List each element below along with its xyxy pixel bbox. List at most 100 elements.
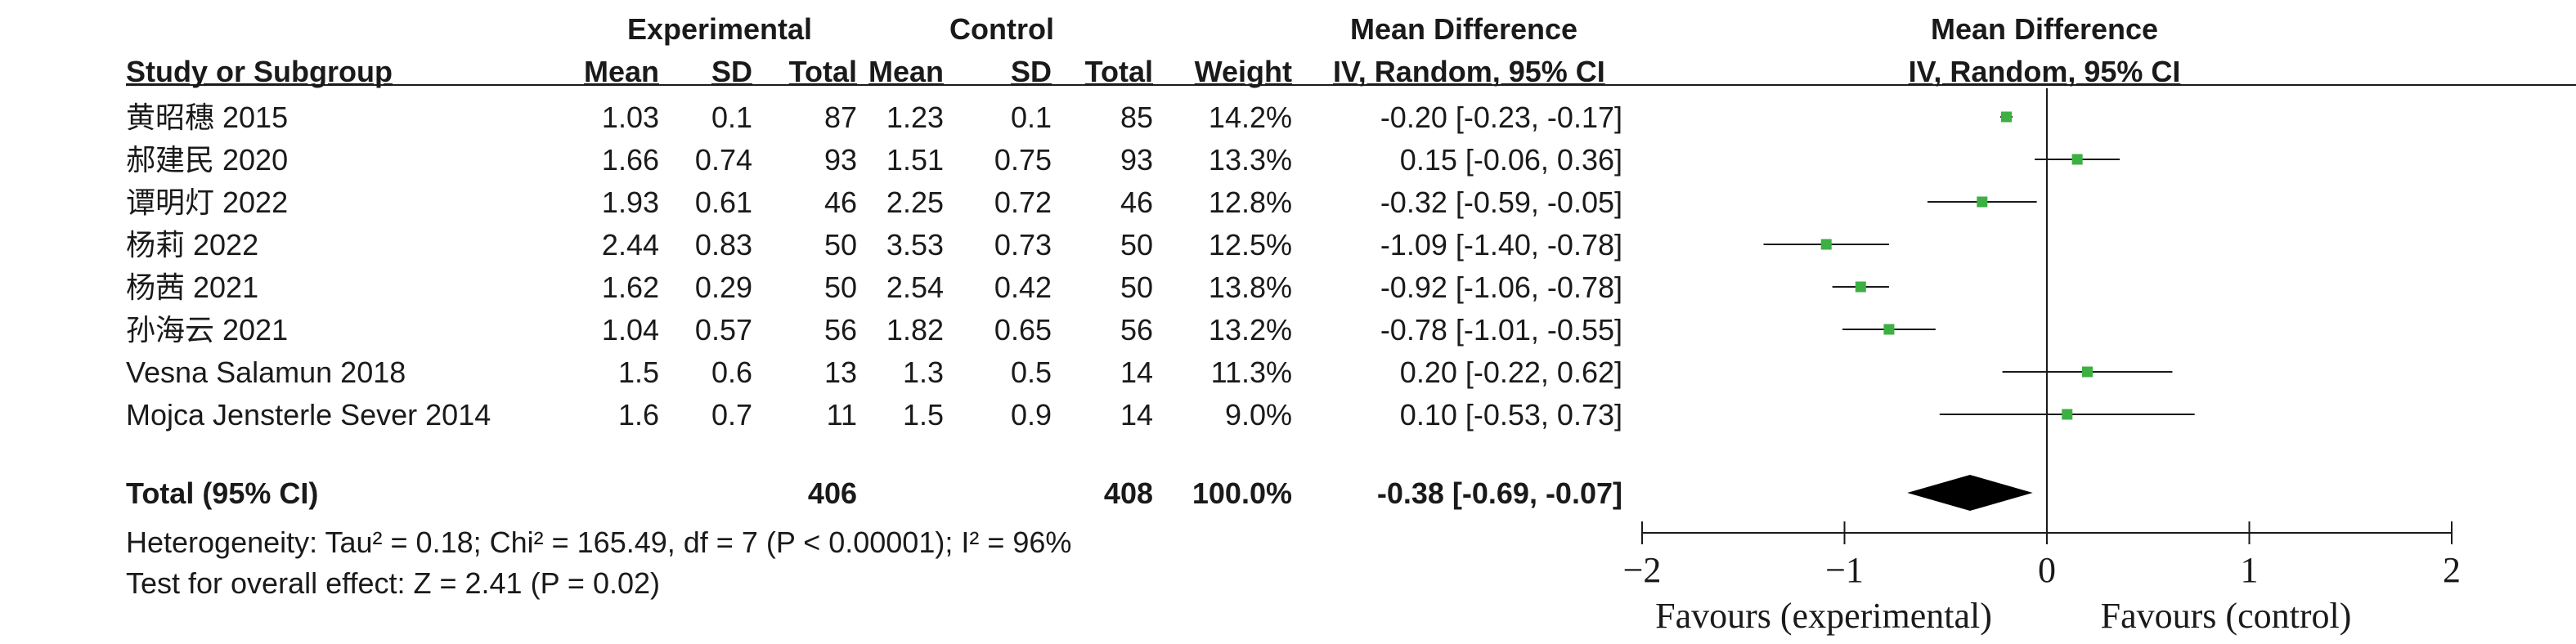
study-name: Mojca Jensterle Sever 2014 <box>126 398 491 432</box>
sd-exp: 0.74 <box>694 143 752 177</box>
mean-exp-header: Mean <box>583 55 659 88</box>
favours-control-label: Favours (control) <box>2101 596 2352 636</box>
effect-ci: -0.92 [-1.06, -0.78] <box>1380 271 1622 304</box>
study-name: Vesna Salamun 2018 <box>126 356 406 389</box>
sd-ctrl: 0.65 <box>994 313 1052 347</box>
weight: 11.3% <box>1210 356 1292 389</box>
mean-ctrl-header: Mean <box>868 55 944 88</box>
mean-ctrl: 2.25 <box>886 186 944 219</box>
sd-ctrl: 0.9 <box>1010 398 1052 432</box>
sd-ctrl: 0.72 <box>994 186 1052 219</box>
total-exp-header: Total <box>788 55 857 88</box>
total-ctrl: 50 <box>1120 228 1153 262</box>
effect-ci: -0.20 [-0.23, -0.17] <box>1380 101 1622 134</box>
total-ctrl-header: Total <box>1084 55 1153 88</box>
mean-exp: 1.93 <box>601 186 659 219</box>
study-column-header: Study or Subgroup <box>126 55 393 88</box>
pooled-diamond <box>1907 475 2033 511</box>
total-exp: 50 <box>824 271 857 304</box>
overall-effect-text: Test for overall effect: Z = 2.41 (P = 0… <box>126 566 661 600</box>
total-exp: 406 <box>807 476 857 510</box>
sd-exp: 0.7 <box>711 398 752 432</box>
sd-ctrl-header: SD <box>1010 55 1052 88</box>
study-name: 杨莉 2022 <box>126 228 259 262</box>
mean-exp: 2.44 <box>601 228 659 262</box>
total-ctrl: 46 <box>1120 186 1153 219</box>
point-marker <box>1977 196 1988 208</box>
total-ctrl: 56 <box>1120 313 1153 347</box>
control-group-header: Control <box>949 12 1054 46</box>
weight: 13.2% <box>1208 313 1292 347</box>
mean-exp: 1.66 <box>601 143 659 177</box>
sd-exp: 0.1 <box>711 101 752 134</box>
favours-experimental-label: Favours (experimental) <box>1655 596 1992 636</box>
effect-ci: -0.32 [-0.59, -0.05] <box>1380 186 1622 219</box>
total-weight: 100.0% <box>1192 476 1292 510</box>
effect-ci: 0.15 [-0.06, 0.36] <box>1399 143 1622 177</box>
heterogeneity-text: Heterogeneity: Tau² = 0.18; Chi² = 165.4… <box>126 525 1072 559</box>
sd-ctrl: 0.42 <box>994 271 1052 304</box>
mean-ctrl: 2.54 <box>886 271 944 304</box>
mean-difference-header-left: Mean Difference <box>1349 12 1578 46</box>
study-name: 杨茜 2021 <box>126 271 259 304</box>
x-tick-label: 0 <box>2038 550 2056 590</box>
mean-exp: 1.62 <box>601 271 659 304</box>
total-ctrl: 93 <box>1120 143 1153 177</box>
experimental-group-header: Experimental <box>626 12 813 46</box>
point-marker <box>1883 324 1895 335</box>
weight: 12.5% <box>1208 228 1292 262</box>
ci-header-right: IV, Random, 95% CI <box>1908 55 2181 88</box>
total-exp: 93 <box>824 143 857 177</box>
sd-ctrl: 0.75 <box>994 143 1052 177</box>
study-name: 郝建民 2020 <box>126 143 289 177</box>
mean-ctrl: 1.3 <box>902 356 944 389</box>
point-marker <box>2082 366 2093 378</box>
weight: 14.2% <box>1208 101 1292 134</box>
sd-exp: 0.61 <box>694 186 752 219</box>
study-name: 谭明灯 2022 <box>126 186 289 219</box>
mean-exp: 1.04 <box>601 313 659 347</box>
study-name: 孙海云 2021 <box>126 313 289 347</box>
study-name: 黄昭穗 2015 <box>126 101 289 134</box>
total-ctrl: 408 <box>1103 476 1153 510</box>
total-exp: 11 <box>826 398 857 432</box>
sd-ctrl: 0.5 <box>1010 356 1052 389</box>
effect-ci: -1.09 [-1.40, -0.78] <box>1380 228 1622 262</box>
weight-header: Weight <box>1194 55 1292 88</box>
sd-exp: 0.6 <box>711 356 752 389</box>
effect-ci: 0.10 [-0.53, 0.73] <box>1399 398 1622 432</box>
sd-exp: 0.29 <box>694 271 752 304</box>
total-ctrl: 14 <box>1120 356 1153 389</box>
effect-ci: -0.78 [-1.01, -0.55] <box>1380 313 1622 347</box>
weight: 9.0% <box>1224 398 1292 432</box>
point-marker <box>2071 154 2083 165</box>
x-tick-label: −1 <box>1825 550 1864 590</box>
total-exp: 13 <box>824 356 857 389</box>
sd-exp-header: SD <box>711 55 752 88</box>
weight: 12.8% <box>1208 186 1292 219</box>
mean-exp: 1.5 <box>617 356 659 389</box>
point-marker <box>1820 239 1832 250</box>
sd-ctrl: 0.1 <box>1010 101 1052 134</box>
mean-ctrl: 1.82 <box>886 313 944 347</box>
total-label: Total (95% CI) <box>126 476 319 510</box>
total-exp: 87 <box>824 101 857 134</box>
point-marker <box>2001 111 2012 123</box>
weight: 13.8% <box>1208 271 1292 304</box>
total-ctrl: 50 <box>1120 271 1153 304</box>
total-ctrl: 85 <box>1120 101 1153 134</box>
mean-difference-header-right: Mean Difference <box>1930 12 2159 46</box>
effect-ci: 0.20 [-0.22, 0.62] <box>1399 356 1622 389</box>
mean-ctrl: 1.5 <box>902 398 944 432</box>
total-exp: 50 <box>824 228 857 262</box>
total-effect-ci: -0.38 [-0.69, -0.07] <box>1376 476 1622 510</box>
mean-ctrl: 3.53 <box>886 228 944 262</box>
total-ctrl: 14 <box>1120 398 1153 432</box>
point-marker <box>1855 281 1866 293</box>
point-marker <box>2062 409 2073 420</box>
ci-header-left: IV, Random, 95% CI <box>1333 55 1605 88</box>
total-exp: 46 <box>824 186 857 219</box>
sd-exp: 0.83 <box>694 228 752 262</box>
total-exp: 56 <box>824 313 857 347</box>
